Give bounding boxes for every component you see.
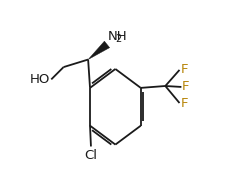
Text: NH: NH [108, 29, 128, 43]
Text: 2: 2 [115, 34, 121, 44]
Text: F: F [180, 64, 188, 76]
Text: F: F [180, 97, 188, 109]
Polygon shape [88, 41, 110, 60]
Text: Cl: Cl [84, 149, 97, 162]
Text: HO: HO [29, 73, 50, 86]
Text: F: F [182, 81, 190, 93]
